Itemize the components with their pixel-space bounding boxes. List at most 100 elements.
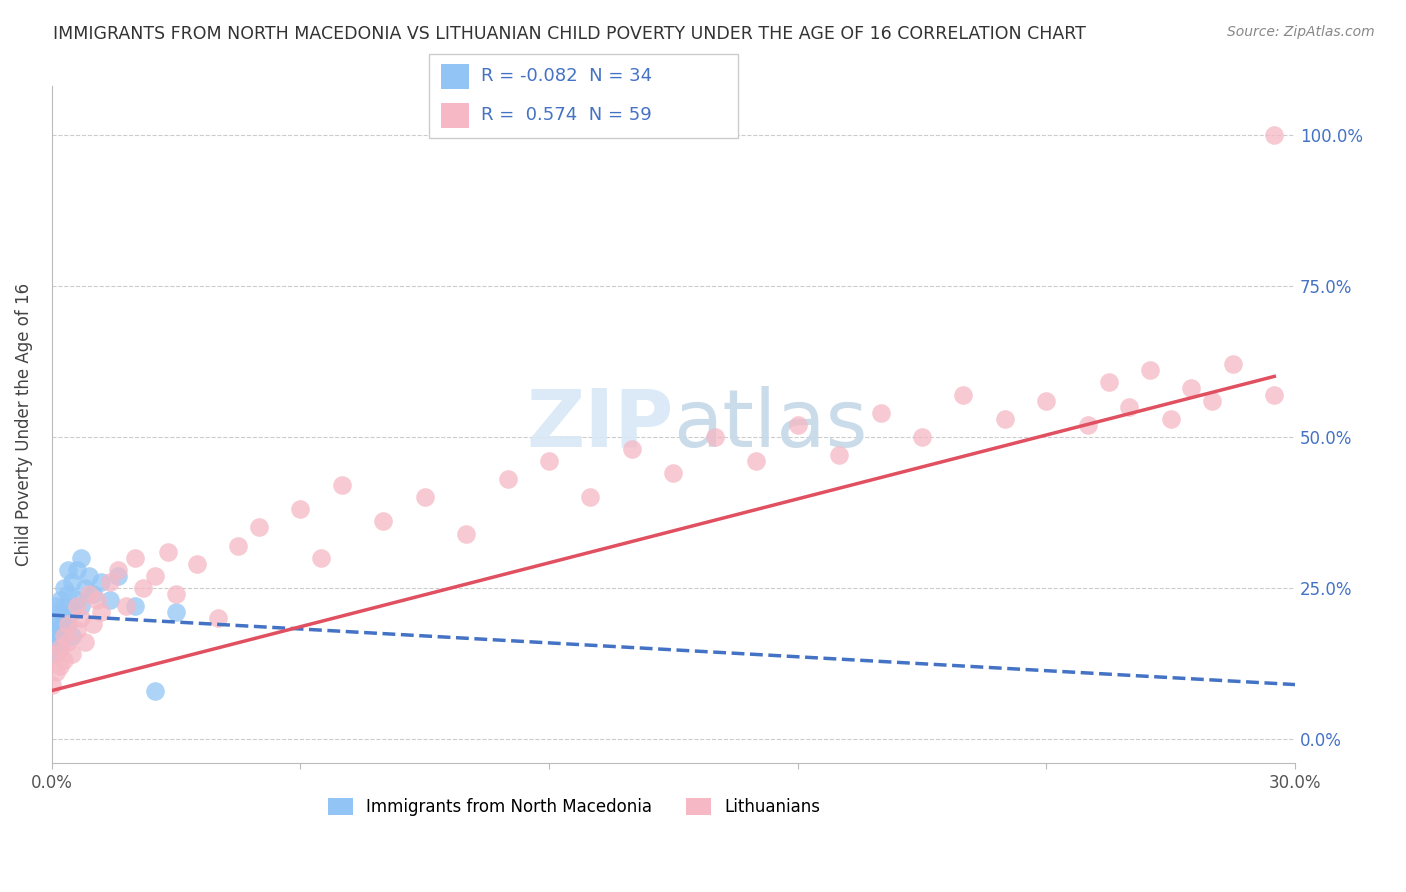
Point [49,629,72,643]
Point [911,430,934,444]
Point [786,417,808,432]
Point [62,605,84,619]
Point [53,629,76,643]
Point [107,563,129,577]
Legend: Immigrants from North Macedonia, Lithuanians: Immigrants from North Macedonia, Lithuan… [321,791,827,822]
Point [73,581,96,595]
Point [165,605,187,619]
Point [45,648,67,662]
Point [247,520,270,534]
Point [77,587,100,601]
Point [45,665,67,680]
FancyBboxPatch shape [429,54,738,138]
Point [82,587,104,601]
Point [45,623,67,637]
Point [41,677,63,691]
Point [828,448,851,462]
Point [49,659,72,673]
Point [330,478,353,492]
Point [45,648,67,662]
Point [77,569,100,583]
Point [456,526,478,541]
Point [132,581,155,595]
Point [538,454,561,468]
Point [1077,417,1099,432]
Point [45,599,67,613]
Point [226,539,249,553]
Point [98,574,121,589]
Point [662,466,685,480]
Point [41,629,63,643]
Point [143,683,166,698]
Point [373,515,395,529]
Point [58,617,80,632]
Point [53,653,76,667]
Point [90,574,112,589]
Point [496,472,519,486]
Text: ZIP: ZIP [526,385,673,464]
Point [45,611,67,625]
Text: R =  0.574  N = 59: R = 0.574 N = 59 [481,106,652,124]
Bar [441,63,470,89]
Point [62,648,84,662]
Point [62,574,84,589]
Point [73,635,96,649]
Point [143,569,166,583]
Point [69,599,91,613]
Text: R = -0.082  N = 34: R = -0.082 N = 34 [481,68,652,86]
Point [1263,128,1285,142]
Point [1263,387,1285,401]
Point [98,593,121,607]
Point [65,563,87,577]
Point [1035,393,1057,408]
Point [69,550,91,565]
Point [703,430,725,444]
Point [49,641,72,656]
Point [49,641,72,656]
Point [53,611,76,625]
Point [745,454,768,468]
Text: Source: ZipAtlas.com: Source: ZipAtlas.com [1227,25,1375,39]
Point [49,593,72,607]
Point [65,599,87,613]
Bar [441,103,470,128]
Point [53,581,76,595]
Point [620,442,643,456]
Point [1201,393,1223,408]
Point [58,617,80,632]
Point [53,623,76,637]
Point [165,587,187,601]
Point [124,550,146,565]
Y-axis label: Child Poverty Under the Age of 16: Child Poverty Under the Age of 16 [15,283,32,566]
Point [290,502,312,516]
Point [49,605,72,619]
Point [82,617,104,632]
Point [1222,357,1244,371]
Point [58,587,80,601]
Point [186,557,208,571]
Point [69,611,91,625]
Point [309,550,332,565]
Point [58,563,80,577]
Point [53,599,76,613]
Text: IMMIGRANTS FROM NORTH MACEDONIA VS LITHUANIAN CHILD POVERTY UNDER THE AGE OF 16 : IMMIGRANTS FROM NORTH MACEDONIA VS LITHU… [53,25,1087,43]
Point [207,611,229,625]
Point [65,593,87,607]
Point [869,406,891,420]
Point [952,387,974,401]
Text: atlas: atlas [673,385,868,464]
Point [124,599,146,613]
Point [115,599,138,613]
Point [1180,382,1202,396]
Point [58,635,80,649]
Point [156,544,179,558]
Point [45,635,67,649]
Point [413,490,436,504]
Point [1139,363,1161,377]
Point [86,593,108,607]
Point [62,629,84,643]
Point [1097,376,1119,390]
Point [579,490,602,504]
Point [107,569,129,583]
Point [994,411,1017,425]
